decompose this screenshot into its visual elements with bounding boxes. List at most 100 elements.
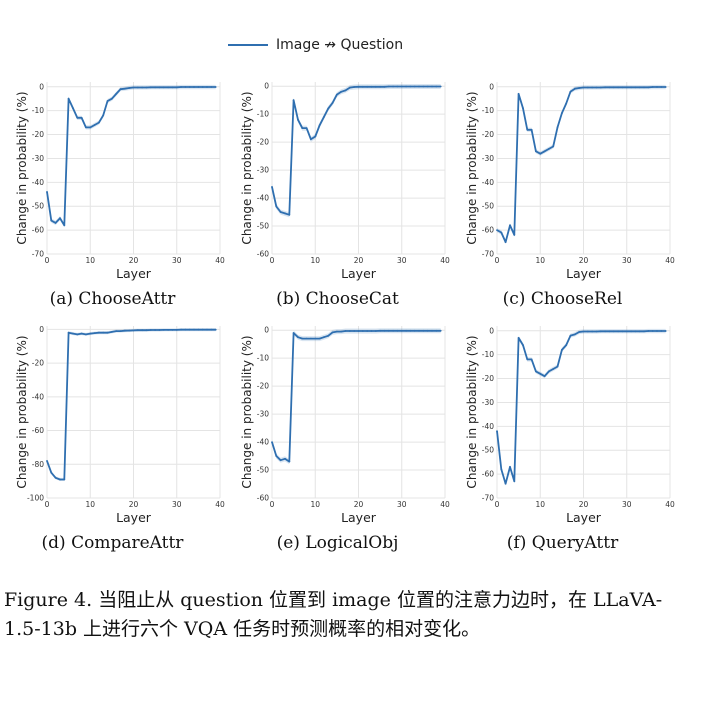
- y-axis-label: Change in probability (%): [15, 335, 29, 488]
- data-point: [128, 329, 131, 332]
- y-axis-label: Change in probability (%): [240, 91, 254, 244]
- data-point: [149, 86, 152, 89]
- y-tick-label: -60: [257, 250, 269, 259]
- data-point: [184, 328, 187, 331]
- x-tick-label: 40: [665, 256, 675, 265]
- data-point: [370, 85, 373, 88]
- data-point: [67, 331, 70, 334]
- data-point: [422, 85, 425, 88]
- subplot-caption: (b) ChooseCat: [276, 289, 399, 309]
- y-tick-label: -30: [482, 154, 494, 163]
- data-point: [206, 86, 208, 88]
- data-point: [115, 93, 118, 95]
- chart-c-plot: 0-10-20-30-40-50-60-700 10 20 30 40LayerChan…: [465, 82, 675, 281]
- y-tick-label: -60: [482, 470, 494, 479]
- data-point: [344, 330, 347, 332]
- data-point: [574, 333, 576, 336]
- data-point: [418, 85, 420, 88]
- x-tick-label: 20: [579, 500, 589, 509]
- x-tick-label: 40: [215, 500, 225, 509]
- data-point: [80, 116, 83, 119]
- data-point: [625, 86, 628, 89]
- data-point: [413, 85, 416, 88]
- legend-line-swatch: [228, 44, 268, 46]
- data-point: [193, 86, 195, 88]
- data-point: [643, 86, 645, 89]
- data-point: [314, 337, 317, 340]
- data-point: [336, 93, 338, 96]
- data-point: [279, 211, 282, 213]
- data-point: [46, 191, 48, 193]
- y-tick-label: 0: [39, 325, 44, 334]
- y-axis-label: Change in probability (%): [15, 91, 29, 244]
- data-point: [106, 100, 109, 102]
- data-point: [301, 337, 304, 340]
- data-point: [426, 329, 429, 332]
- data-point: [340, 90, 343, 93]
- y-tick-label: -20: [482, 374, 494, 383]
- x-tick-label: 20: [354, 500, 364, 509]
- data-point: [132, 86, 135, 89]
- data-point: [552, 145, 555, 148]
- data-point: [608, 330, 611, 333]
- data-point: [621, 86, 624, 89]
- data-point: [439, 329, 442, 332]
- data-point: [336, 330, 338, 333]
- y-tick-label: -40: [482, 422, 494, 431]
- data-point: [561, 349, 563, 351]
- data-point: [660, 86, 663, 88]
- y-tick-label: -60: [482, 226, 494, 235]
- y-tick-label: -10: [257, 354, 269, 363]
- data-point: [318, 337, 321, 340]
- data-point: [284, 457, 286, 460]
- data-point: [175, 329, 178, 331]
- data-point: [366, 85, 369, 88]
- x-tick-label: 30: [397, 256, 407, 265]
- data-point: [54, 222, 57, 224]
- data-point: [569, 334, 572, 337]
- data-point: [612, 330, 615, 333]
- y-tick-label: -30: [257, 410, 269, 419]
- data-point: [54, 476, 57, 479]
- data-point: [80, 332, 83, 335]
- data-point: [496, 430, 498, 432]
- data-point: [188, 86, 191, 88]
- x-tick-label: 20: [354, 256, 364, 265]
- data-point: [124, 329, 126, 332]
- data-point: [504, 482, 507, 485]
- data-point: [530, 358, 533, 361]
- data-point: [89, 332, 92, 335]
- data-point: [405, 85, 407, 88]
- data-point: [500, 468, 503, 471]
- data-point: [431, 85, 433, 88]
- data-point: [279, 459, 282, 462]
- x-tick-label: 10: [535, 500, 545, 509]
- series-line: [496, 330, 666, 485]
- chart-f-plot: 0-10-20-30-40-50-60-700 10 20 30 40LayerChan…: [465, 326, 675, 525]
- data-point: [93, 332, 96, 334]
- data-point: [67, 97, 70, 100]
- data-point: [171, 86, 174, 89]
- data-point: [158, 329, 161, 331]
- y-tick-label: -50: [482, 446, 494, 455]
- data-point: [604, 330, 606, 333]
- data-point: [162, 329, 165, 331]
- data-point: [634, 86, 637, 89]
- x-tick-label: 0: [495, 256, 500, 265]
- x-axis-label: Layer: [566, 266, 602, 281]
- data-point: [171, 329, 174, 331]
- data-point: [275, 455, 278, 457]
- data-point: [145, 329, 148, 332]
- data-point: [582, 86, 585, 89]
- data-point: [374, 330, 377, 332]
- y-tick-label: -10: [482, 350, 494, 359]
- data-point: [638, 330, 641, 333]
- data-point: [574, 87, 576, 90]
- data-point: [543, 150, 546, 153]
- data-point: [656, 330, 658, 332]
- data-point: [175, 86, 178, 89]
- data-point: [353, 330, 356, 332]
- chart-b-plot: 0-10-20-30-40-50-600 10 20 30 40LayerChange …: [240, 82, 450, 281]
- x-tick-label: 20: [129, 256, 139, 265]
- data-point: [539, 372, 542, 375]
